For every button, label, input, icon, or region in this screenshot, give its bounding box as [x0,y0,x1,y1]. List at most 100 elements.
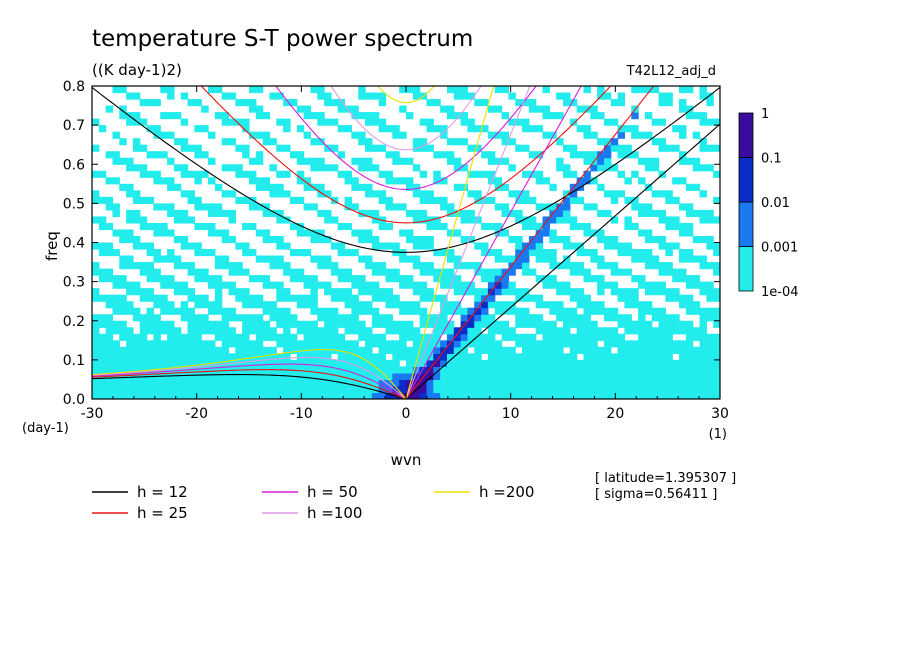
heat-cell [569,118,578,126]
legend-entry: h = 50 [307,483,358,501]
heat-cell [132,359,141,367]
heat-cell [139,353,148,361]
heat-cell [92,346,100,354]
heat-cell [638,379,646,387]
heat-cell [494,275,503,283]
heat-cell [139,327,148,335]
x-tick-label: -10 [290,406,313,422]
heat-cell [556,353,564,361]
heat-cell [590,249,598,257]
heat-cell [542,320,550,328]
heat-cell [583,86,591,94]
heat-cell [426,320,434,328]
heat-cell [262,183,271,191]
heat-cell [371,209,380,218]
heat-cell [665,366,673,374]
heat-cell [685,353,694,361]
heat-cell [269,301,277,309]
heat-cell [296,359,305,367]
heat-cell [153,222,161,231]
heat-cell [692,131,701,139]
heat-cell [330,359,339,367]
heat-cell [440,222,448,231]
heat-cell [98,294,107,302]
heat-cell [590,275,598,283]
heat-cell [112,86,120,94]
heat-cell [563,255,571,263]
heat-cell [324,118,332,126]
heat-cell [412,379,421,387]
heat-cell [617,359,626,367]
heat-cell [590,333,598,341]
heat-cell [139,268,148,276]
heat-cell [208,353,216,361]
heat-cell [119,392,127,399]
heat-cell [180,353,189,361]
heat-cell [467,288,475,296]
heat-cell [419,288,428,296]
heat-cell [658,262,666,270]
heat-cell [549,255,557,263]
heat-cell [658,209,666,218]
heat-cell [549,183,557,191]
heat-cell [406,157,414,165]
heat-cell [214,366,223,374]
heat-cell [249,222,257,231]
heat-cell [590,327,598,335]
heat-cell [337,99,346,107]
heat-cell [119,229,127,237]
heat-cell [460,118,469,126]
heat-cell [665,392,673,399]
heat-cell [221,118,230,126]
heat-cell [583,346,591,354]
heat-cell [167,320,175,328]
heat-cell [269,183,277,191]
heat-cell [358,359,366,367]
heat-cell [556,288,564,296]
heat-cell [392,320,400,328]
heat-cell [419,320,428,328]
heat-cell [467,327,475,335]
heat-cell [139,216,148,224]
heat-cell [494,157,503,165]
heat-cell [310,294,318,302]
heat-cell [658,320,666,328]
heat-cell [289,151,298,159]
heat-cell [644,164,653,172]
heat-cell [98,275,107,283]
heat-cell [98,249,107,257]
heat-cell [453,340,462,348]
heat-cell [378,288,387,296]
heat-cell [658,118,666,126]
heat-cell [644,327,653,335]
heat-cell [583,307,591,315]
heat-cell [631,320,639,328]
heat-cell [105,359,114,367]
heat-cell [235,359,243,367]
heat-cell [638,346,646,354]
heat-cell [542,249,550,257]
heat-cell [283,314,291,322]
heat-cell [132,118,141,126]
heat-cell [651,157,660,165]
heat-cell [569,346,578,354]
heat-cell [249,353,257,361]
heat-cell [160,346,168,354]
heat-cell [242,340,250,348]
heat-cell [276,340,284,348]
heat-cell [160,340,168,348]
chart-title: temperature S-T power spectrum [92,26,473,52]
heat-cell [255,333,264,341]
heat-cell [603,340,612,348]
heat-cell [672,222,680,231]
heat-cell [139,222,148,231]
heat-cell [112,307,120,315]
heat-cell [679,372,687,381]
heat-cell [105,242,114,250]
heat-cell [98,216,107,224]
heat-cell [201,268,209,276]
heat-cell [153,268,161,276]
heat-cell [419,170,428,178]
heat-cell [126,235,134,244]
heat-cell [481,222,489,231]
